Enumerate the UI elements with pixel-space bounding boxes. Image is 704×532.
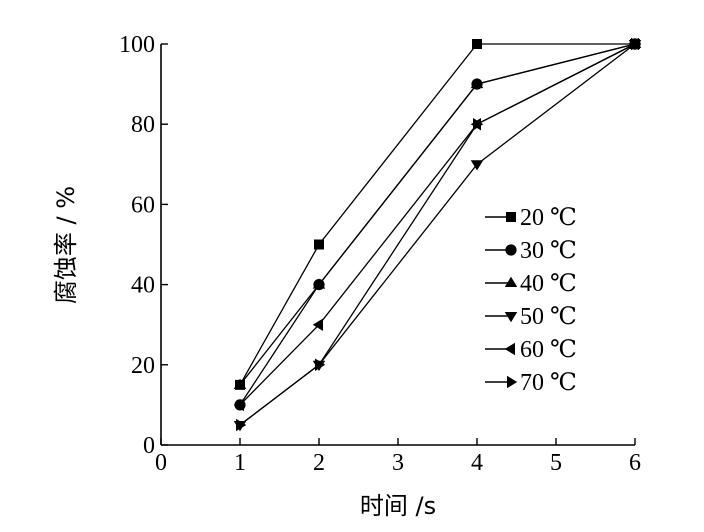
legend-label: 70 ℃ (520, 370, 577, 396)
legend-item: 30 ℃ (485, 238, 577, 264)
y-axis-title: 腐蚀率 / % (52, 186, 80, 304)
series-line (239, 43, 636, 386)
x-tick-label: 0 (155, 450, 167, 476)
legend-marker (505, 244, 517, 256)
data-point (473, 117, 484, 131)
y-tick-label: 60 (131, 192, 155, 218)
y-tick-label: 100 (119, 32, 155, 58)
x-tick-label: 3 (392, 450, 404, 476)
y-tick-label: 40 (131, 273, 155, 299)
x-axis-title: 时间 /s (360, 492, 436, 520)
legend-label: 50 ℃ (520, 304, 577, 330)
data-point (470, 160, 484, 171)
x-tick-label: 6 (629, 450, 641, 476)
legend-item: 60 ℃ (485, 337, 577, 363)
legend-item: 20 ℃ (485, 205, 577, 231)
series-4 (233, 40, 642, 432)
data-point (470, 77, 484, 89)
legend-label: 60 ℃ (520, 337, 577, 363)
series-5 (233, 37, 639, 412)
legend-marker (504, 342, 515, 356)
data-point (314, 239, 324, 250)
data-point (315, 358, 326, 372)
legend-label: 30 ℃ (520, 238, 577, 264)
legend-marker (504, 276, 518, 287)
y-tick-label: 20 (131, 353, 155, 379)
legend-marker (504, 312, 518, 323)
data-point (631, 37, 642, 51)
legend: 20 ℃ 30 ℃ 40 ℃ 50 ℃ 60 ℃ 70 ℃ (485, 205, 577, 396)
y-tick-label: 80 (131, 112, 155, 138)
data-point (233, 398, 244, 412)
legend-item: 50 ℃ (485, 304, 577, 330)
legend-item: 40 ℃ (485, 271, 577, 297)
series-3 (233, 37, 642, 389)
series-6 (236, 37, 642, 432)
series-line (239, 43, 636, 426)
data-point (233, 378, 247, 389)
legend-marker (507, 375, 518, 389)
x-tick-label: 4 (471, 450, 483, 476)
x-tick-label: 1 (234, 450, 246, 476)
x-tick-label: 5 (550, 450, 562, 476)
legend-label: 40 ℃ (520, 271, 577, 297)
data-point (312, 318, 323, 331)
x-tick-label: 2 (313, 450, 325, 476)
series-line (239, 43, 636, 426)
data-point (472, 39, 482, 49)
data-point (236, 418, 247, 432)
legend-item: 70 ℃ (485, 370, 577, 396)
legend-label: 20 ℃ (520, 205, 577, 231)
series-layer (233, 37, 642, 432)
data-point (312, 278, 326, 289)
series-line (239, 43, 635, 386)
legend-marker (506, 212, 516, 222)
y-tick-label: 0 (143, 433, 155, 459)
